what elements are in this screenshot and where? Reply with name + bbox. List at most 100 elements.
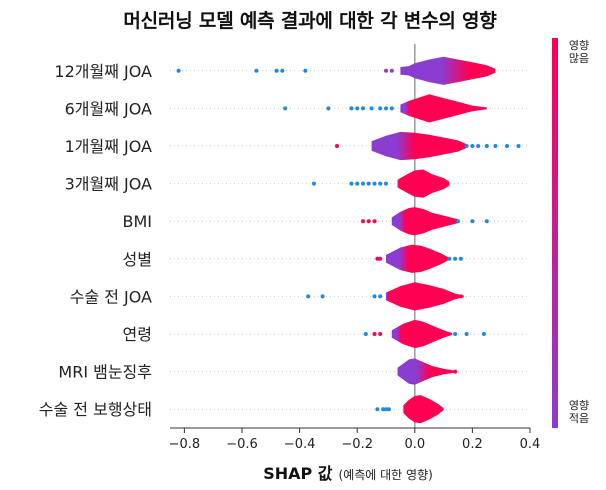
- data-point: [361, 181, 365, 186]
- violin-body: [400, 56, 496, 85]
- violin-body: [397, 169, 450, 198]
- chart-title: 머신러닝 모델 예측 결과에 대한 각 변수의 영향: [123, 10, 497, 32]
- feature-label: 6개월째 JOA: [65, 99, 152, 118]
- data-point: [254, 68, 259, 73]
- feature-label: 수술 전 보행상태: [39, 400, 152, 419]
- violin-body: [371, 131, 467, 161]
- data-point: [280, 68, 285, 73]
- feature-row: MRI 뱀눈징후: [58, 358, 458, 385]
- data-point: [372, 294, 377, 299]
- data-point: [378, 106, 383, 111]
- data-point: [384, 106, 388, 111]
- data-point: [320, 294, 325, 299]
- feature-label: 성별: [123, 250, 152, 269]
- x-axis-label-main: SHAP 값: [263, 464, 333, 483]
- x-axis: −0.8 −0.6 −0.4 −0.2 0.0 0.2 0.4: [169, 427, 541, 452]
- data-point: [386, 407, 391, 412]
- violin-body: [397, 358, 456, 385]
- colorbar-high-label: 많음: [569, 52, 589, 65]
- data-point: [375, 407, 380, 412]
- data-point: [378, 294, 383, 299]
- feature-row: 6개월째 JOA: [65, 94, 487, 123]
- x-axis-label: SHAP 값 (예측에 대한 영향): [263, 464, 433, 483]
- data-point: [349, 106, 354, 111]
- colorbar-low-label: 적음: [569, 412, 589, 425]
- data-point: [435, 407, 440, 412]
- data-point: [363, 332, 368, 336]
- data-point: [453, 332, 458, 336]
- data-point: [447, 256, 452, 261]
- data-point: [274, 68, 279, 73]
- colorbar-high-label: 영향: [569, 39, 589, 52]
- data-point: [369, 106, 374, 111]
- violin-body: [386, 282, 464, 311]
- data-point: [389, 68, 394, 73]
- data-point: [372, 181, 377, 186]
- data-point: [505, 144, 509, 148]
- data-point: [303, 68, 308, 73]
- colorbar-gradient: [552, 38, 558, 428]
- data-point: [349, 181, 354, 186]
- data-point: [453, 294, 458, 299]
- data-point: [458, 294, 463, 299]
- data-point: [516, 144, 521, 148]
- x-tick-label: 0.0: [404, 437, 425, 452]
- data-point: [484, 219, 489, 224]
- data-point: [384, 407, 388, 412]
- data-point: [378, 181, 383, 186]
- data-point: [493, 144, 498, 148]
- data-point: [470, 144, 475, 148]
- data-point: [481, 332, 486, 336]
- data-point: [447, 369, 452, 374]
- data-point: [470, 219, 475, 224]
- feature-row: 성별: [123, 244, 463, 273]
- feature-row: 12개월째 JOA: [54, 56, 496, 85]
- x-tick-label: 0.4: [520, 437, 541, 452]
- data-point: [361, 106, 365, 111]
- data-point: [456, 219, 460, 224]
- feature-row: 3개월째 JOA: [65, 169, 450, 198]
- x-tick-label: −0.4: [284, 437, 316, 452]
- data-point: [366, 181, 371, 186]
- data-point: [372, 219, 377, 224]
- data-point: [484, 144, 489, 148]
- feature-label: 연령: [123, 325, 152, 344]
- data-point: [361, 219, 365, 224]
- data-point: [389, 106, 394, 111]
- data-point: [438, 407, 443, 412]
- feature-row: 수술 전 보행상태: [39, 395, 444, 424]
- violin-body: [403, 395, 444, 424]
- data-point: [306, 294, 311, 299]
- violin-body: [386, 244, 450, 273]
- feature-label: 1개월째 JOA: [65, 137, 152, 156]
- data-point: [384, 181, 388, 186]
- rows-layer: 12개월째 JOA 6개월째 JOA 1개월째 JOA 3개월째 JOA BMI 성별수술…: [39, 44, 530, 428]
- x-tick-label: 0.2: [462, 437, 483, 452]
- data-point: [464, 332, 469, 336]
- feature-row: 연령: [123, 319, 486, 349]
- feature-label: MRI 뱀눈징후: [58, 363, 152, 382]
- x-tick-label: −0.6: [226, 437, 258, 452]
- data-point: [378, 332, 383, 336]
- colorbar-low-label: 영향: [569, 399, 589, 412]
- violin-body: [400, 94, 487, 123]
- data-point: [366, 219, 371, 224]
- data-point: [378, 256, 383, 261]
- data-point: [384, 68, 388, 73]
- data-point: [458, 256, 463, 261]
- data-point: [355, 181, 360, 186]
- feature-row: BMI: [123, 207, 489, 236]
- data-point: [375, 256, 380, 261]
- data-point: [381, 407, 386, 412]
- x-tick-label: −0.8: [169, 437, 201, 452]
- x-tick-label: −0.2: [341, 437, 373, 452]
- data-point: [355, 106, 360, 111]
- data-point: [464, 144, 469, 148]
- data-point: [476, 144, 481, 148]
- data-point: [453, 369, 458, 374]
- data-point: [283, 106, 288, 111]
- data-point: [326, 106, 331, 111]
- feature-label: 3개월째 JOA: [65, 175, 152, 194]
